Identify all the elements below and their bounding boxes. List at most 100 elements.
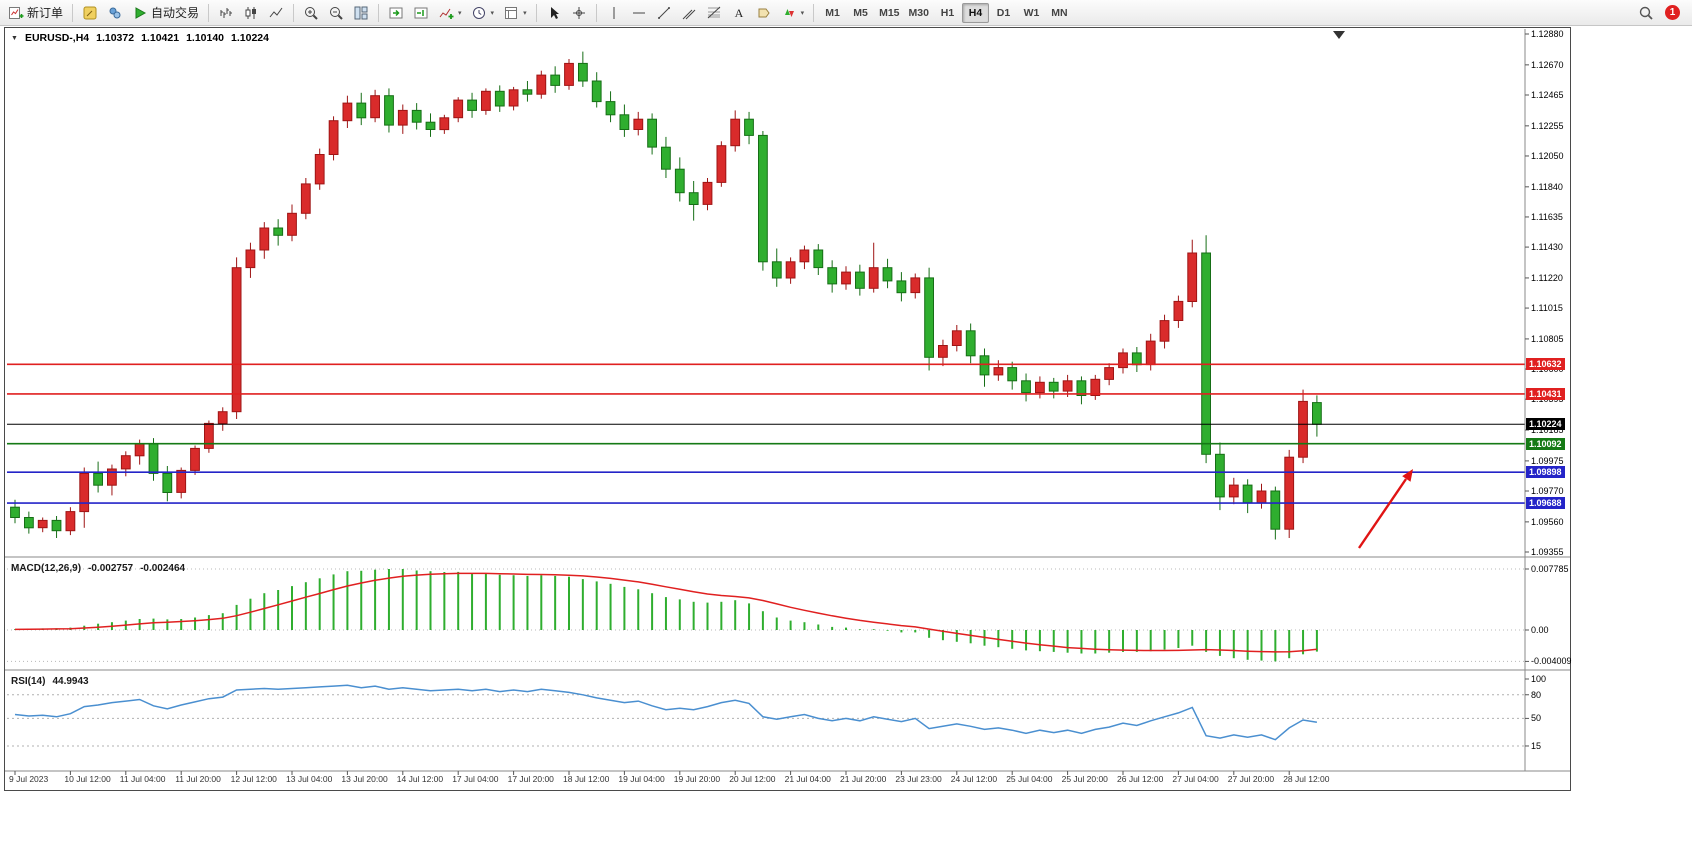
candle-bullish [1228, 484, 1239, 498]
timeframe-d1-button[interactable]: D1 [990, 3, 1017, 23]
candle-bullish [65, 511, 76, 532]
candle-bullish [508, 89, 519, 107]
trendline-button[interactable] [652, 2, 676, 24]
periods-button[interactable]: ▾ [467, 2, 499, 24]
crosshair-button[interactable] [567, 2, 591, 24]
ohlc-high: 1.10421 [141, 32, 180, 44]
tile-windows-icon [353, 5, 369, 21]
arrows-button[interactable]: ▾ [777, 2, 809, 24]
timeframe-w1-button[interactable]: W1 [1018, 3, 1045, 23]
zoom-out-icon [328, 5, 344, 21]
ohlc-open: 1.10372 [96, 32, 135, 44]
candlestick-chart-button[interactable] [239, 2, 263, 24]
trend-arrow-object[interactable] [1358, 478, 1407, 549]
fibonacci-button[interactable] [702, 2, 726, 24]
templates-button[interactable]: ▾ [499, 2, 531, 24]
options-button[interactable] [103, 2, 127, 24]
candle-bearish [425, 121, 436, 130]
horizontal-line-icon [631, 5, 647, 21]
timeframe-m5-button[interactable]: M5 [847, 3, 874, 23]
channel-button[interactable] [677, 2, 701, 24]
candle-bullish [938, 345, 948, 358]
horizontal-line-button[interactable] [627, 2, 651, 24]
arrows-icon [781, 5, 797, 21]
candle-bearish [1312, 402, 1322, 425]
timeframe-m15-button[interactable]: M15 [875, 3, 903, 23]
vertical-line-button[interactable] [602, 2, 626, 24]
macd-signal-line [14, 572, 1317, 653]
candle-bearish [467, 99, 478, 111]
candle-bearish [148, 443, 159, 474]
tile-windows-button[interactable] [349, 2, 373, 24]
chart-window[interactable]: 1.12880 1.12670 1.12465 1.12255 1.12050 1.118… [4, 27, 1572, 791]
one-click-collapse-icon[interactable]: ▼ [11, 34, 18, 42]
autotrading-button[interactable]: 自动交易 [128, 2, 203, 24]
timeframe-mn-button[interactable]: MN [1046, 3, 1073, 23]
text-tool-button[interactable]: A [727, 2, 751, 24]
candle-bullish [1256, 490, 1267, 504]
candle-bearish [578, 62, 588, 82]
cursor-button[interactable] [542, 2, 566, 24]
candle-bearish [522, 89, 533, 95]
price-chart[interactable] [5, 28, 1570, 790]
search-icon [1638, 5, 1654, 21]
candle-bullish [730, 118, 741, 147]
candle-bullish [397, 109, 408, 126]
chart-shift-button[interactable] [409, 2, 433, 24]
svg-text:A: A [734, 6, 743, 20]
trend-arrow-head [1402, 469, 1413, 482]
rsi-info-line: RSI(14) 44.9943 [11, 676, 89, 687]
metaeditor-button[interactable] [78, 2, 102, 24]
candle-bearish [661, 146, 671, 170]
indicators-button[interactable]: ▾ [434, 2, 466, 24]
candle-bullish [1298, 400, 1308, 458]
cursor-icon [546, 5, 562, 21]
candle-bearish [979, 355, 990, 376]
candle-bullish [134, 443, 145, 457]
candle-bullish [120, 455, 131, 470]
candle-bearish [674, 168, 685, 194]
indicators-icon [438, 5, 454, 21]
bar-chart-button[interactable] [214, 2, 238, 24]
timeframe-h4-button[interactable]: H4 [961, 2, 989, 23]
time-axis[interactable] [5, 771, 1524, 789]
chart-shift-marker[interactable] [1333, 31, 1345, 39]
candle-bullish [328, 120, 339, 155]
candle-bearish [1048, 381, 1059, 392]
notification-badge[interactable]: 1 [1665, 5, 1680, 20]
candle-bullish [1035, 381, 1045, 394]
candle-bearish [605, 101, 616, 116]
candle-bullish [439, 117, 450, 131]
candle-bearish [384, 95, 394, 126]
candle-bullish [799, 249, 810, 263]
label-icon [756, 5, 772, 21]
main-toolbar: 新订单 自动交易 ▾ ▾ ▾ [0, 0, 1692, 26]
new-order-button[interactable]: 新订单 [4, 2, 67, 24]
chevron-down-icon: ▾ [490, 9, 495, 17]
macd-main-value: -0.002757 [88, 563, 134, 574]
candle-bearish [896, 280, 907, 294]
line-chart-button[interactable] [264, 2, 288, 24]
candle-bullish [868, 267, 879, 289]
timeframe-h1-button[interactable]: H1 [934, 3, 961, 23]
candle-bullish [342, 102, 353, 122]
price-axis[interactable] [1526, 28, 1569, 770]
timeframe-m30-button[interactable]: M30 [905, 3, 933, 23]
candle-bearish [10, 506, 20, 519]
timeframe-m1-button[interactable]: M1 [819, 3, 846, 23]
chart-shift-icon [413, 5, 429, 21]
zoom-out-button[interactable] [324, 2, 348, 24]
line-chart-icon [268, 5, 284, 21]
candle-bullish [536, 74, 547, 95]
candle-bearish [647, 118, 658, 148]
candle-bullish [1173, 300, 1184, 321]
toolbar-separator [293, 3, 295, 22]
zoom-in-button[interactable] [299, 2, 323, 24]
candle-bearish [924, 277, 935, 358]
toolbar-separator [72, 3, 74, 22]
text-label-button[interactable] [752, 2, 776, 24]
fibonacci-icon [706, 5, 722, 21]
search-button[interactable] [1634, 2, 1658, 24]
macd-signal-value: -0.002464 [140, 563, 186, 574]
auto-scroll-button[interactable] [384, 2, 408, 24]
